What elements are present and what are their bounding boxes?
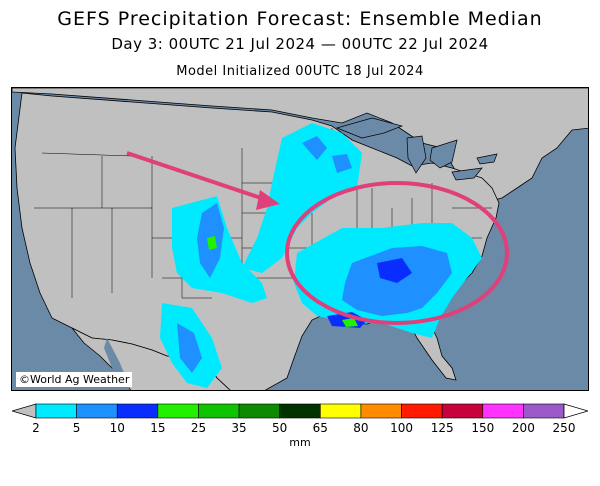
legend-tick-label: 15 [150,421,165,435]
legend-tick-label: 200 [512,421,535,435]
legend-swatch [441,403,484,419]
legend-tick-label: 65 [313,421,328,435]
legend-swatch [482,403,524,419]
map-title: GEFS Precipitation Forecast: Ensemble Me… [57,8,543,30]
legend-swatch [523,403,565,419]
legend-swatch [401,403,443,419]
legend: 2 5 10 15 25 35 50 65 80 100 125 150 200 250 [12,402,588,462]
legend-tick-label: 50 [272,421,287,435]
legend-swatch [198,403,240,419]
legend-swatch [76,403,118,419]
annotation-ellipse [285,181,509,325]
legend-tick-label: 150 [471,421,494,435]
forecast-period: Day 3: 00UTC 21 Jul 2024 — 00UTC 22 Jul … [111,35,489,53]
legend-tick-label: 5 [73,421,81,435]
legend-swatch [35,403,77,419]
legend-low-end [12,403,37,419]
legend-tick-label: 25 [191,421,206,435]
copyright-label: ©World Ag Weather [16,372,133,387]
map-canvas [12,88,588,390]
legend-units: mm [289,436,311,449]
legend-tick-label: 2 [32,421,40,435]
legend-bar: 2 5 10 15 25 35 50 65 80 100 125 150 200 250 [12,403,588,435]
great-lakes [335,117,498,181]
legend-high-end [563,403,588,419]
legend-tick-label: 250 [553,421,576,435]
legend-tick-label: 10 [110,421,125,435]
legend-tick-label: 35 [231,421,246,435]
legend-tick-label: 80 [353,421,368,435]
model-initialized-label: Model Initialized 00UTC 18 Jul 2024 [176,64,424,79]
legend-tick-label: 125 [431,421,454,435]
legend-swatch [157,403,199,419]
legend-swatch [360,403,402,419]
legend-swatch [320,403,362,419]
legend-swatch [238,403,280,419]
legend-swatch [116,403,159,419]
annotation-arrow [126,151,280,210]
legend-tick-label: 100 [390,421,413,435]
precip-15-25mm [207,236,358,327]
precipitation-map: ©World Ag Weather [11,87,589,391]
legend-swatch [279,403,321,419]
